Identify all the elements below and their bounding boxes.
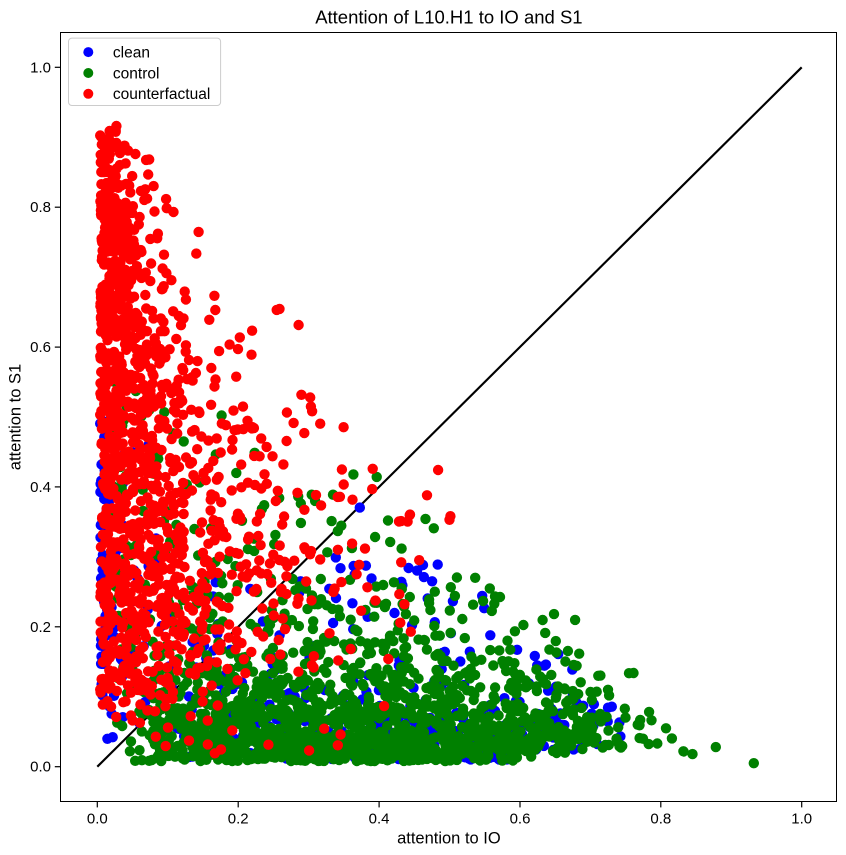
svg-text:1.0: 1.0	[30, 59, 51, 76]
svg-text:0.4: 0.4	[369, 811, 390, 828]
svg-text:counterfactual: counterfactual	[113, 86, 210, 103]
svg-text:attention to IO: attention to IO	[397, 829, 501, 847]
svg-text:0.2: 0.2	[30, 619, 51, 636]
svg-text:0.8: 0.8	[30, 199, 51, 216]
svg-text:0.2: 0.2	[228, 811, 249, 828]
svg-text:0.6: 0.6	[510, 811, 531, 828]
svg-text:attention to S1: attention to S1	[7, 364, 25, 470]
svg-text:Attention of L10.H1 to IO and: Attention of L10.H1 to IO and S1	[315, 7, 582, 28]
svg-text:1.0: 1.0	[791, 811, 812, 828]
svg-text:0.6: 0.6	[30, 339, 51, 356]
svg-text:control: control	[113, 65, 160, 82]
svg-text:clean: clean	[113, 45, 150, 62]
svg-text:0.4: 0.4	[30, 479, 51, 496]
svg-text:0.0: 0.0	[30, 759, 51, 776]
svg-text:0.8: 0.8	[650, 811, 671, 828]
svg-text:0.0: 0.0	[87, 811, 108, 828]
